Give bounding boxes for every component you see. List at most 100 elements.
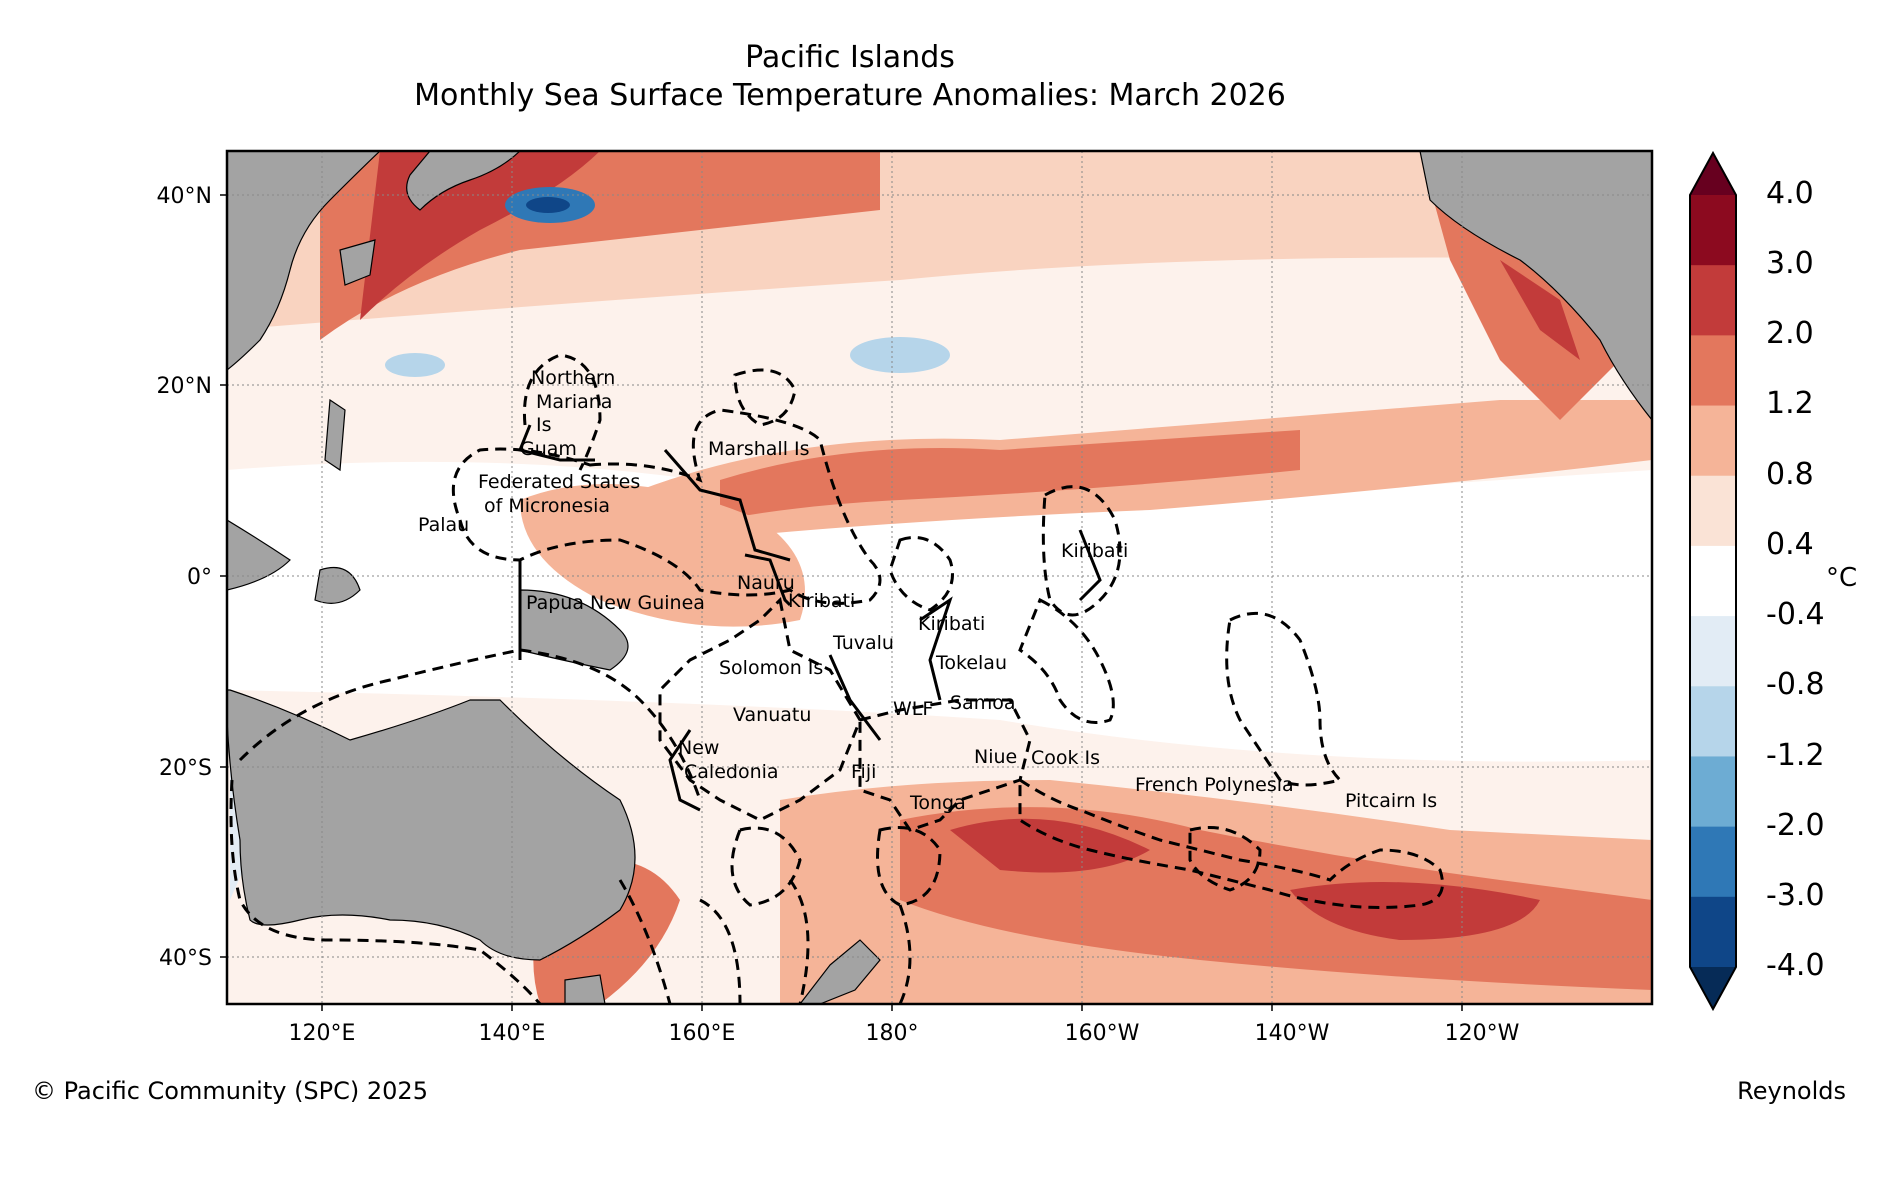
lon-tick-label: 180° [866,1021,919,1046]
label-palau: Palau [418,514,469,536]
label-tokelau: Tokelau [935,652,1007,674]
eez-australia-south [229,779,542,1004]
warm-pool-anomaly [520,484,805,627]
lat-tick-labels: 40°N 20°N 0° 20°S 40°S [157,184,212,971]
lat-tick-label: 20°S [159,756,212,781]
eez-boundaries [229,353,1444,1004]
label-niue: Niue [974,746,1017,768]
tropical-warm-core [720,430,1300,520]
southeast-strong-anomaly [1290,882,1540,940]
cool-anomaly-patch [850,337,950,373]
label-samoa: Samoa [950,692,1015,714]
lon-tick-label: 140°E [479,1021,546,1046]
lat-tick-label: 40°N [157,184,212,209]
colorbar-label: -3.0 [1766,878,1825,913]
colorbar-label: -1.2 [1766,738,1825,773]
label-northern: Northern [531,367,615,389]
eez-marquesas [1225,611,1343,787]
label-wlf: WLF [893,698,933,720]
new-caledonia-boundary [668,729,701,812]
label-solomon-is: Solomon Is [719,657,823,679]
colorbar-bin [1690,545,1736,617]
lon-tick-label: 160°W [1065,1021,1140,1046]
new-zealand [799,939,881,1004]
solid-boundaries [517,424,1102,812]
colorbar-outline [1689,150,1737,1012]
label-mariana-is: Is [536,414,552,436]
label-kiribati-line: Kiribati [1061,540,1128,562]
cold-anomaly-core [526,197,570,213]
eez-lord-howe [699,898,742,1004]
label-kiribati-gilbert: Kiribati [788,590,855,612]
baja-strong-anomaly [1500,260,1580,360]
australia [227,689,636,961]
colorbar-label: 2.0 [1766,316,1814,351]
label-marshall-is: Marshall Is [708,438,810,460]
colorbar-unit: °C [1826,563,1857,593]
eez-australia-east [618,879,672,1004]
korea [339,239,376,286]
label-fsm-1: Federated States [478,471,640,493]
label-guam: Guam [520,438,577,460]
label-pitcairn-is: Pitcairn Is [1345,790,1437,812]
eez-kiribati-line [1041,485,1122,617]
marshall-boundary [663,449,791,562]
label-tuvalu: Tuvalu [832,632,894,654]
kiribati-line-boundary [1078,529,1102,602]
colorbar-label: -0.8 [1766,667,1825,702]
lon-tick-label: 160°E [669,1021,736,1046]
colorbar [1689,150,1737,1012]
eez-austral [1188,826,1262,892]
eez-kiribati-phoenix [888,536,954,612]
label-tonga: Tonga [909,792,966,814]
tokelau-boundary [919,596,953,701]
land [227,151,1652,1004]
south-strong-anomaly [950,818,1150,873]
colorbar-label: -0.4 [1766,597,1825,632]
colorbar-extend-max [1690,153,1736,195]
lat-tick-label: 20°N [157,374,212,399]
map-frame [225,149,1654,1006]
label-new-caledonia-1: New [678,737,719,759]
label-fiji: Fiji [851,761,876,783]
colorbar-bin [1690,896,1736,968]
label-papua-new-guinea: Papua New Guinea [526,592,705,614]
eez-nz-east [898,904,912,1004]
copyright-notice: © Pacific Community (SPC) 2025 [32,1077,428,1105]
colorbar-label: -2.0 [1766,808,1825,843]
philippines [324,398,346,472]
lat-tick-label: 40°S [159,946,212,971]
colorbar-bin [1690,265,1736,336]
lon-tick-label: 140°W [1255,1021,1330,1046]
eez-solomon-vanuatu [658,596,862,822]
asia-land [227,151,381,371]
label-nauru: Nauru [737,572,795,594]
label-vanuatu: Vanuatu [733,704,811,726]
colorbar-bin [1690,335,1736,407]
label-fsm-2: of Micronesia [484,495,610,517]
eez-french-polynesia [1018,777,1444,909]
colorbar-bin [1690,405,1736,477]
label-kiribati-phoenix: Kiribati [918,613,985,635]
colorbar-label: 4.0 [1766,176,1814,211]
colorbar-labels: 4.0 3.0 2.0 1.2 0.8 0.4 -0.4 -0.8 -1.2 -… [1766,176,1857,983]
nauru-boundary [744,553,792,607]
colorbar-label: 3.0 [1766,246,1814,281]
data-source: Reynolds [1737,1077,1846,1105]
map-title: Pacific Islands [745,40,955,75]
lon-tick-marks [321,1004,1463,1011]
colorbar-bin [1690,756,1736,828]
label-new-caledonia-2: Caledonia [684,761,779,783]
eez-kermadec [876,826,942,907]
lat-tick-marks [220,194,227,958]
eez-norfolk [730,826,802,907]
lon-tick-labels: 120°E 140°E 160°E 180° 160°W 140°W 120°W [289,1021,1520,1046]
colorbar-bin [1690,195,1736,266]
eez-nz-west [788,879,810,1004]
map-subtitle: Monthly Sea Surface Temperature Anomalie… [414,78,1286,113]
colorbar-label: 1.2 [1766,386,1814,421]
map-area [227,151,1652,1004]
new-guinea [519,589,629,671]
colorbar-extend-min [1690,967,1736,1009]
